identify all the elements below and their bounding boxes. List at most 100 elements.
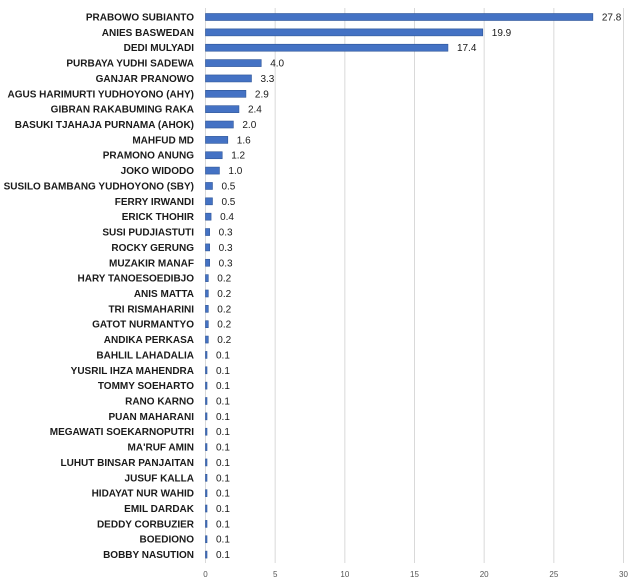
category-label: ROCKY GERUNG <box>111 243 194 254</box>
category-label: BOEDIONO <box>140 535 195 546</box>
category-label: ANIES BASWEDAN <box>102 28 194 39</box>
bar <box>205 228 210 236</box>
category-label: PRAMONO ANUNG <box>103 151 195 162</box>
category-label: MAHFUD MD <box>132 135 194 146</box>
category-label: ERICK THOHIR <box>122 212 195 223</box>
bars <box>205 13 594 559</box>
bar <box>205 166 220 175</box>
bar <box>205 489 208 497</box>
data-label: 0.5 <box>221 181 235 192</box>
data-label: 2.9 <box>255 89 269 100</box>
category-label: EMIL DARDAK <box>124 504 195 515</box>
data-label: 0.1 <box>216 458 230 469</box>
category-label: ANIS MATTA <box>134 289 194 300</box>
category-label: BOBBY NASUTION <box>103 550 194 561</box>
category-label: RANO KARNO <box>125 397 194 408</box>
data-label: 17.4 <box>457 43 477 54</box>
category-label: FERRY IRWANDI <box>115 197 194 208</box>
data-label: 0.2 <box>217 304 231 315</box>
category-label: YUSRIL IHZA MAHENDRA <box>71 366 194 377</box>
x-axis-ticks: 0 5 10 15 20 25 30 <box>203 570 628 579</box>
category-label: SUSI PUDJIASTUTI <box>102 228 194 239</box>
data-label: 0.1 <box>216 519 230 530</box>
x-tick-label: 0 <box>203 570 208 579</box>
data-label: 0.2 <box>217 320 231 331</box>
bar <box>205 74 252 83</box>
bar <box>205 289 209 298</box>
category-labels: PRABOWO SUBIANTO ANIES BASWEDAN DEDI MULYA… <box>4 13 195 562</box>
bar <box>205 274 209 282</box>
bar <box>205 535 208 544</box>
category-label: MEGAWATI SOEKARNOPUTRI <box>50 427 194 438</box>
bar <box>205 136 229 144</box>
category-label: MA'RUF AMIN <box>128 443 194 454</box>
data-label: 19.9 <box>492 28 512 39</box>
data-label: 0.1 <box>216 443 230 454</box>
bar <box>205 520 208 528</box>
x-tick-label: 25 <box>549 570 558 579</box>
data-label: 2.0 <box>242 120 256 131</box>
data-label: 0.1 <box>216 550 230 561</box>
data-label: 0.1 <box>216 397 230 408</box>
bar <box>205 182 213 190</box>
category-label: GANJAR PRANOWO <box>96 74 195 85</box>
value-labels: 27.8 19.9 17.4 4.0 3.3 2.9 2.4 2.0 1.6 1.2 1.0 0.5 0… <box>216 13 622 562</box>
category-label: TOMMY SOEHARTO <box>98 381 194 392</box>
gridlines <box>205 8 624 563</box>
data-label: 0.3 <box>219 258 233 269</box>
category-label: DEDDY CORBUZIER <box>97 519 195 530</box>
category-label: GATOT NURMANTYO <box>92 320 194 331</box>
data-label: 2.4 <box>248 105 262 116</box>
data-label: 0.4 <box>220 212 234 223</box>
bar <box>205 320 209 329</box>
x-tick-label: 10 <box>340 570 349 579</box>
data-label: 0.3 <box>219 228 233 239</box>
data-label: 1.2 <box>231 151 245 162</box>
data-label: 0.1 <box>216 412 230 423</box>
bar <box>205 13 594 21</box>
x-tick-label: 15 <box>410 570 419 579</box>
bar <box>205 550 208 559</box>
bar <box>205 381 208 390</box>
data-label: 3.3 <box>260 74 274 85</box>
bar <box>205 151 223 160</box>
category-label: ANDIKA PERKASA <box>104 335 194 346</box>
category-label: GIBRAN RAKABUMING RAKA <box>51 105 194 116</box>
data-label: 27.8 <box>602 13 622 24</box>
category-label: PRABOWO SUBIANTO <box>86 13 194 24</box>
bar <box>205 335 209 344</box>
bar <box>205 443 208 451</box>
data-label: 0.1 <box>216 350 230 361</box>
data-label: 0.2 <box>217 289 231 300</box>
data-label: 0.5 <box>221 197 235 208</box>
data-label: 0.2 <box>217 335 231 346</box>
data-label: 0.1 <box>216 427 230 438</box>
bar <box>205 397 208 405</box>
bar <box>205 212 212 221</box>
x-tick-label: 5 <box>273 570 278 579</box>
data-label: 0.1 <box>216 366 230 377</box>
category-label: PURBAYA YUDHI SADEWA <box>66 59 194 70</box>
bar <box>205 243 210 252</box>
bar <box>205 504 208 513</box>
category-label: DEDI MULYADI <box>124 43 195 54</box>
data-label: 0.1 <box>216 535 230 546</box>
x-tick-label: 30 <box>619 570 628 579</box>
category-label: JUSUF KALLA <box>125 473 194 484</box>
bar <box>205 473 208 482</box>
data-label: 4.0 <box>270 59 284 70</box>
bar <box>205 458 208 467</box>
bar <box>205 305 209 313</box>
bar <box>205 120 234 129</box>
category-label: BAHLIL LAHADALIA <box>96 350 194 361</box>
data-label: 0.1 <box>216 473 230 484</box>
category-label: MUZAKIR MANAF <box>109 258 194 269</box>
bar <box>205 427 208 436</box>
bar <box>205 105 240 113</box>
bar <box>205 197 213 206</box>
category-label: AGUS HARIMURTI YUDHOYONO (AHY) <box>8 89 194 100</box>
category-label: PUAN MAHARANI <box>108 412 194 423</box>
bar <box>205 43 449 52</box>
category-label: HARY TANOESOEDIBJO <box>78 274 195 285</box>
data-label: 0.3 <box>219 243 233 254</box>
